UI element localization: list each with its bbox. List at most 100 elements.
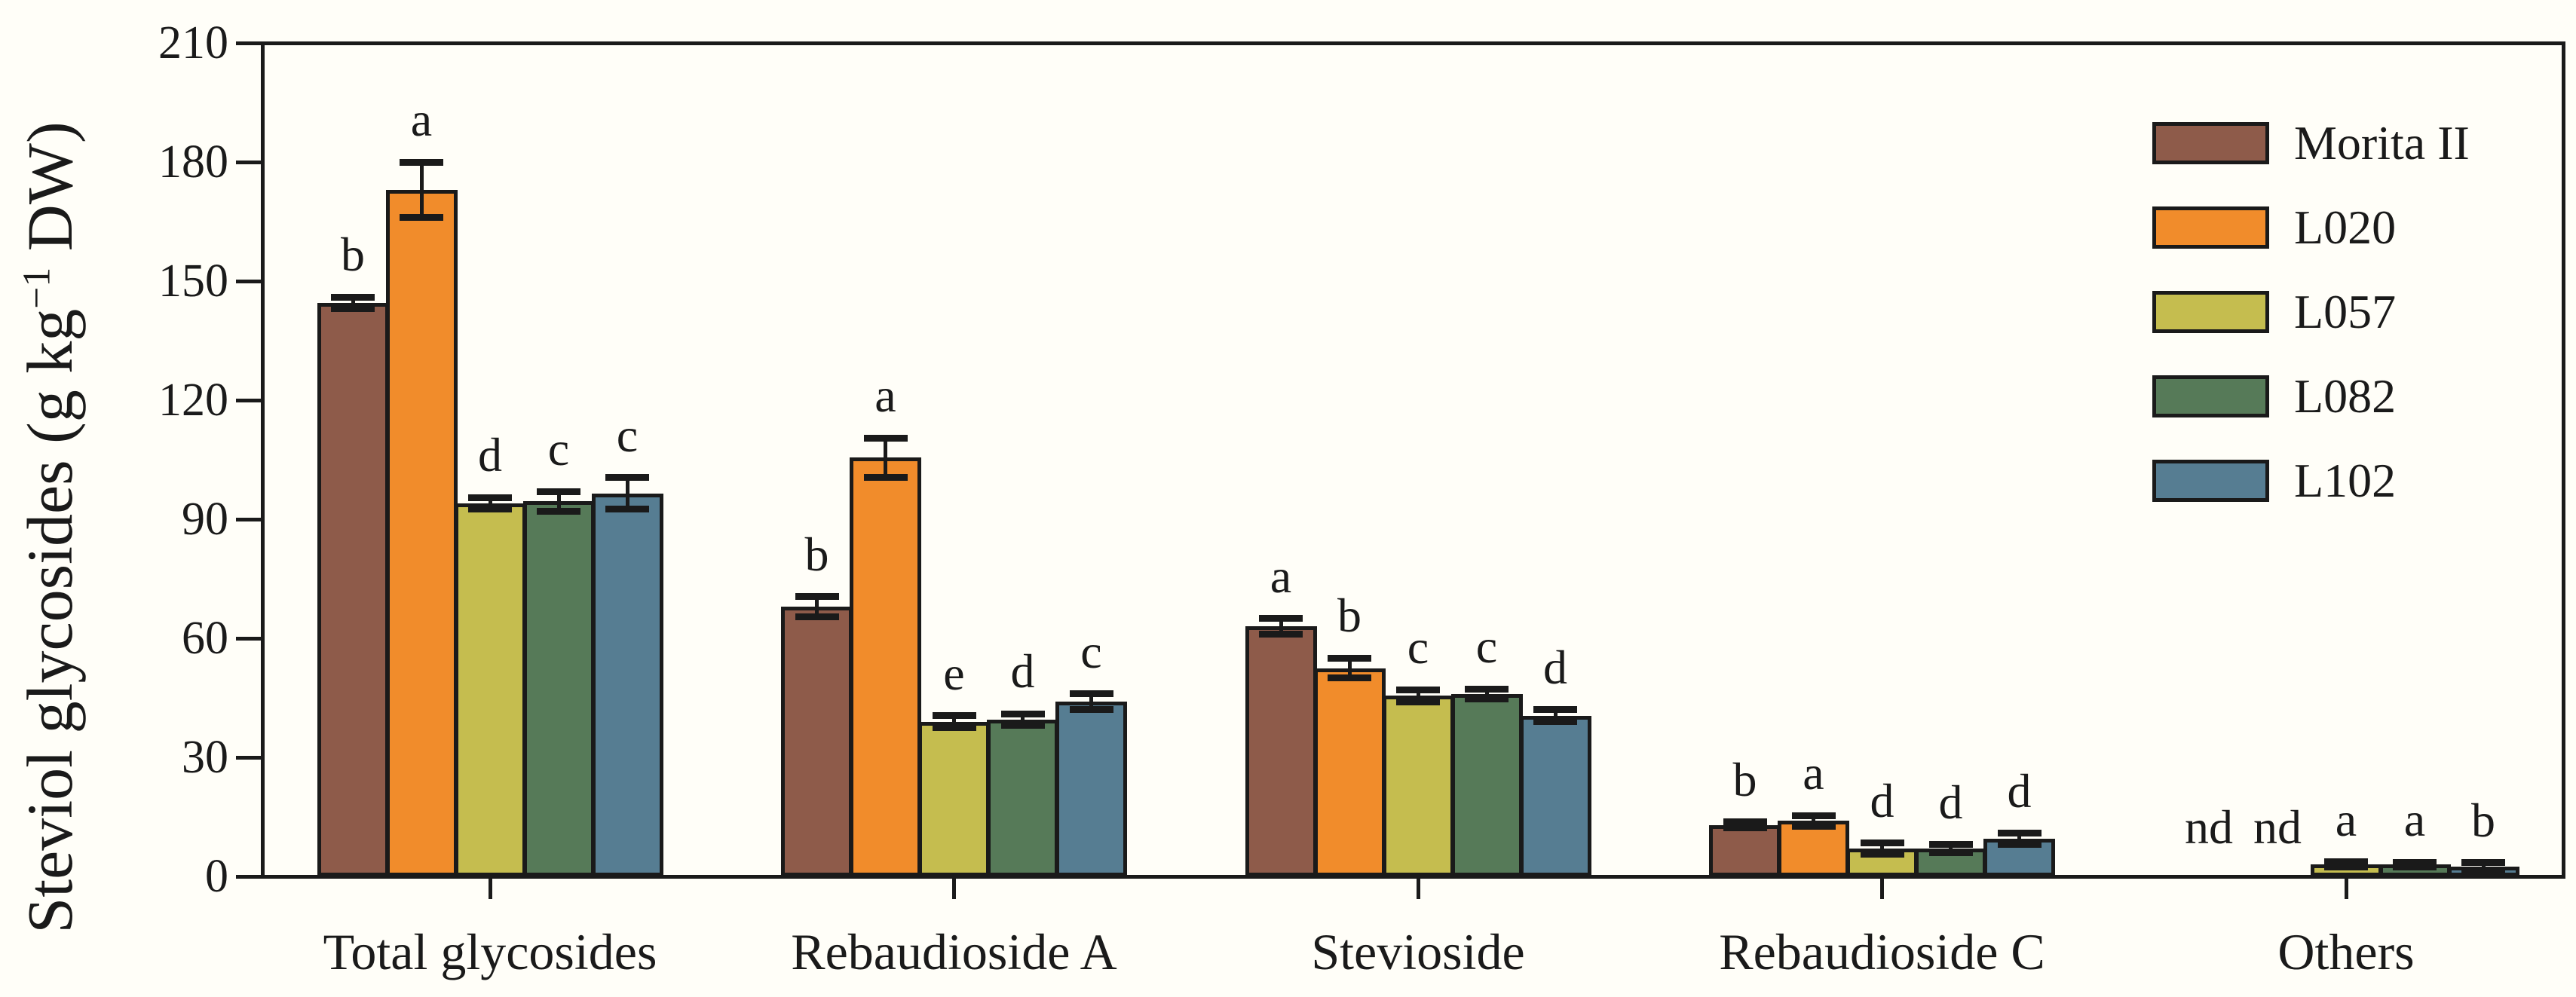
- errorbar-line-l082-total-glycosides: [556, 491, 561, 512]
- errorbar-line-morita-ii-stevioside: [1279, 618, 1283, 635]
- significance-letter-l057-stevioside: c: [1407, 620, 1429, 674]
- errorbar-cap-lower-morita-ii-total-glycosides: [331, 305, 375, 313]
- bar-morita-ii-rebaudioside-a: [781, 606, 853, 876]
- x-tick-rebaudioside-c: [1880, 876, 1884, 899]
- errorbar-cap-upper-l020-rebaudioside-a: [863, 434, 908, 442]
- errorbar-cap-lower-l020-total-glycosides: [400, 214, 443, 222]
- y-tick-label-120: 120: [158, 375, 228, 426]
- errorbar-cap-upper-l102-rebaudioside-c: [1997, 830, 2042, 837]
- errorbar-cap-upper-l082-stevioside: [1465, 685, 1509, 693]
- significance-letter-l057-rebaudioside-a: e: [943, 646, 965, 700]
- significance-letter-l102-total-glycosides: c: [616, 408, 639, 462]
- errorbar-cap-lower-l082-total-glycosides: [537, 507, 580, 515]
- significance-letter-l102-others: b: [2471, 793, 2495, 847]
- x-category-label-rebaudioside-a: Rebaudioside A: [791, 923, 1117, 980]
- significance-letter-l020-rebaudioside-a: a: [874, 369, 896, 423]
- significance-letter-l102-rebaudioside-a: c: [1080, 624, 1102, 678]
- errorbar-cap-lower-l020-rebaudioside-c: [1791, 822, 1836, 830]
- bar-l102-rebaudioside-a: [1055, 702, 1127, 876]
- y-axis-spine: [260, 43, 265, 879]
- significance-letter-l057-total-glycosides: d: [478, 428, 502, 482]
- x-category-label-rebaudioside-c: Rebaudioside C: [1719, 923, 2045, 980]
- errorbar-cap-upper-morita-ii-stevioside: [1259, 615, 1303, 622]
- errorbar-cap-lower-l082-rebaudioside-c: [1928, 849, 1973, 856]
- bar-l057-total-glycosides: [454, 503, 526, 876]
- errorbar-cap-upper-l102-others: [2461, 859, 2505, 867]
- y-tick-label-210: 210: [158, 17, 228, 69]
- errorbar-cap-upper-morita-ii-rebaudioside-a: [795, 593, 839, 601]
- errorbar-cap-lower-l102-total-glycosides: [605, 506, 649, 513]
- errorbar-cap-lower-l102-stevioside: [1533, 718, 1577, 726]
- y-tick-label-30: 30: [182, 732, 228, 783]
- bar-l020-stevioside: [1313, 668, 1386, 876]
- errorbar-cap-lower-l102-others: [2461, 867, 2505, 874]
- significance-letter-l082-stevioside: c: [1475, 619, 1498, 674]
- significance-letter-morita-ii-total-glycosides: b: [341, 228, 365, 282]
- y-tick-label-90: 90: [182, 494, 228, 545]
- errorbar-line-l057-rebaudioside-c: [1880, 843, 1884, 855]
- significance-letter-morita-ii-stevioside: a: [1270, 549, 1292, 603]
- errorbar-cap-lower-l057-rebaudioside-c: [1860, 851, 1904, 858]
- y-tick-150: [236, 279, 262, 283]
- x-tick-rebaudioside-a: [952, 876, 956, 899]
- significance-letter-l102-stevioside: d: [1543, 640, 1567, 694]
- legend-label-l020: L020: [2294, 200, 2397, 254]
- legend-swatch-morita-ii: [2152, 122, 2269, 164]
- errorbar-cap-upper-l020-rebaudioside-c: [1791, 812, 1836, 819]
- x-category-label-others: Others: [2277, 923, 2415, 980]
- significance-letter-l057-others: a: [2335, 792, 2357, 846]
- bar-l057-rebaudioside-a: [918, 721, 990, 876]
- errorbar-cap-lower-l057-total-glycosides: [468, 506, 512, 513]
- errorbar-cap-upper-l082-rebaudioside-a: [1000, 710, 1045, 717]
- legend-label-l102: L102: [2294, 454, 2397, 507]
- errorbar-line-l057-rebaudioside-a: [952, 715, 956, 728]
- errorbar-cap-lower-l020-rebaudioside-a: [863, 474, 908, 482]
- errorbar-line-l020-rebaudioside-c: [1812, 815, 1815, 827]
- errorbar-line-l020-total-glycosides: [419, 162, 424, 218]
- bar-morita-ii-total-glycosides: [317, 302, 389, 876]
- y-tick-180: [236, 160, 262, 164]
- significance-letter-l082-rebaudioside-a: d: [1010, 644, 1035, 699]
- not-detected-label-morita-ii-others: nd: [2185, 800, 2233, 854]
- x-category-label-stevioside: Stevioside: [1311, 923, 1525, 980]
- y-tick-30: [236, 755, 262, 760]
- bar-l102-total-glycosides: [591, 493, 663, 876]
- bar-l102-stevioside: [1519, 715, 1591, 876]
- bar-l020-rebaudioside-a: [850, 457, 921, 876]
- top-frame-line: [260, 41, 2565, 45]
- errorbar-cap-upper-l057-stevioside: [1396, 686, 1440, 693]
- errorbar-cap-upper-l102-stevioside: [1533, 706, 1577, 714]
- significance-letter-l102-rebaudioside-c: d: [2007, 763, 2032, 818]
- errorbar-cap-lower-l082-stevioside: [1465, 695, 1509, 702]
- bar-l020-total-glycosides: [385, 189, 458, 876]
- errorbar-line-l102-stevioside: [1553, 709, 1558, 722]
- x-tick-others: [2344, 876, 2348, 899]
- x-tick-stevioside: [1416, 876, 1420, 899]
- bar-l082-stevioside: [1450, 693, 1523, 876]
- significance-letter-l020-stevioside: b: [1337, 589, 1362, 643]
- errorbar-line-l102-rebaudioside-a: [1089, 693, 1093, 710]
- errorbar-cap-upper-l082-rebaudioside-c: [1928, 841, 1973, 849]
- significance-letter-l082-others: a: [2403, 793, 2426, 847]
- y-tick-60: [236, 636, 262, 641]
- y-tick-120: [236, 398, 262, 402]
- errorbar-cap-lower-l057-stevioside: [1396, 698, 1440, 705]
- errorbar-cap-lower-l102-rebaudioside-c: [1997, 840, 2042, 848]
- significance-letter-l020-total-glycosides: a: [410, 93, 433, 146]
- errorbar-cap-upper-l057-rebaudioside-a: [932, 712, 976, 720]
- y-tick-label-0: 0: [205, 851, 228, 902]
- errorbar-cap-lower-l082-rebaudioside-a: [1000, 722, 1045, 729]
- errorbar-cap-upper-l057-total-glycosides: [468, 494, 512, 501]
- significance-letter-morita-ii-rebaudioside-a: b: [804, 527, 829, 581]
- errorbar-line-l020-rebaudioside-a: [884, 438, 887, 478]
- errorbar-cap-lower-morita-ii-stevioside: [1259, 631, 1303, 638]
- errorbar-cap-upper-l057-others: [2324, 858, 2368, 865]
- errorbar-line-l057-total-glycosides: [488, 497, 492, 509]
- errorbar-line-l082-rebaudioside-c: [1949, 844, 1953, 853]
- x-tick-total-glycosides: [488, 876, 492, 899]
- y-tick-label-180: 180: [158, 136, 228, 188]
- errorbar-cap-upper-l082-total-glycosides: [537, 488, 580, 495]
- errorbar-line-l082-rebaudioside-a: [1021, 714, 1025, 726]
- y-tick-0: [236, 874, 262, 879]
